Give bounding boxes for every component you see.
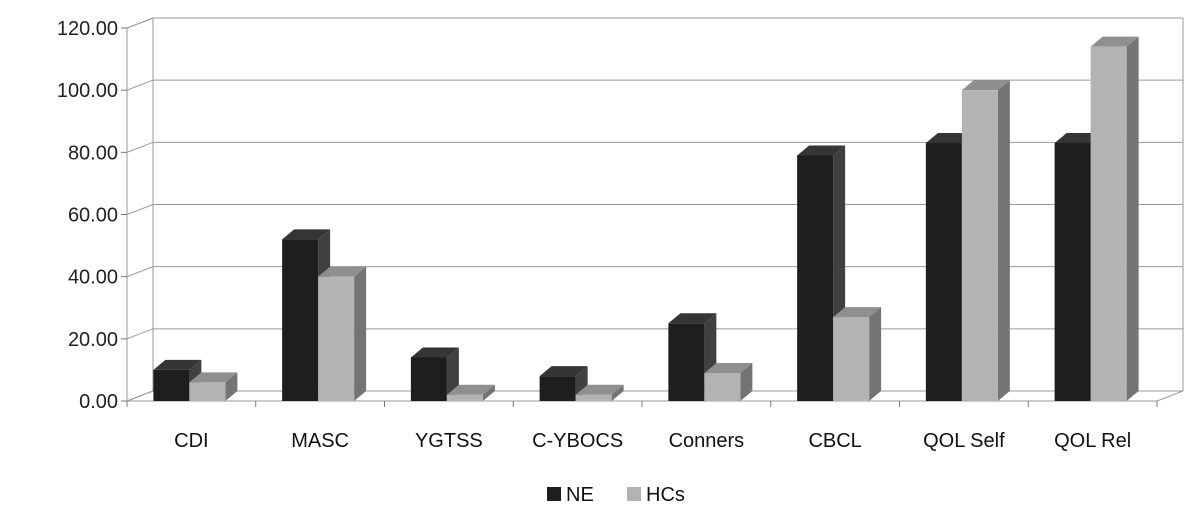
x-tick-label: C-YBOCS: [532, 430, 623, 452]
gridlines: [121, 17, 1184, 402]
legend-swatch-hcs: [627, 487, 641, 501]
legend-swatch-ne: [547, 487, 561, 501]
bar-hcs-ygtss: [446, 384, 495, 401]
bar-hcs-qol-self: [961, 80, 1010, 402]
bars: [153, 36, 1139, 402]
gridline: [126, 79, 1183, 91]
y-tick-label: 0.00: [79, 391, 118, 413]
x-tick-label: QOL Self: [923, 430, 1005, 452]
gridline: [126, 17, 1183, 29]
bar-hcs-c-ybocs: [575, 384, 624, 401]
x-tick-label: QOL Rel: [1054, 430, 1131, 452]
bar-hcs-qol-rel: [1090, 36, 1139, 402]
bar-hcs-conners: [704, 363, 753, 401]
x-tick-label: MASC: [291, 430, 349, 452]
y-tick-label: 120.00: [57, 18, 118, 40]
bar-hcs-masc: [318, 266, 367, 401]
x-axis-labels: CDI MASC YGTSS C-YBOCS Conners CBCL QOL Self QO…: [126, 401, 1158, 452]
y-tick-label: 20.00: [68, 329, 118, 351]
gridline: [126, 141, 1183, 153]
legend-label-ne: NE: [566, 484, 594, 506]
bar-hcs-cbcl: [833, 307, 882, 401]
y-tick-label: 80.00: [68, 142, 118, 164]
x-tick-label: CBCL: [808, 430, 861, 452]
bar-ne-c-ybocs: [539, 366, 588, 401]
x-tick-label: CDI: [174, 430, 208, 452]
y-tick-label: 60.00: [68, 205, 118, 227]
x-tick-label: YGTSS: [415, 430, 483, 452]
bar-hcs-cdi: [189, 372, 238, 401]
legend: NE HCs: [547, 484, 685, 506]
y-tick-label: 100.00: [57, 80, 118, 102]
x-tick-label: Conners: [669, 430, 745, 452]
y-axis-ticks: 0.00 20.00 40.00 60.00 80.00 100.00 120.00: [57, 18, 118, 413]
y-tick-label: 40.00: [68, 267, 118, 289]
gridline: [126, 204, 1183, 215]
legend-label-hcs: HCs: [646, 484, 685, 506]
